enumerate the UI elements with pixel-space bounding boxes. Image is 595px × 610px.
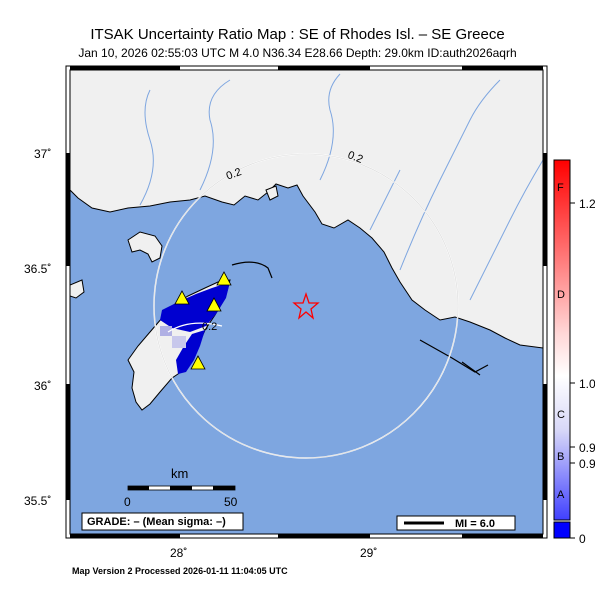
station-triangle [216,271,232,286]
mi-text: MI = 6.0 [455,518,495,530]
grade-text: GRADE: – (Mean sigma: –) [87,516,226,528]
colorbar-value: 0.9 [579,441,595,455]
scale-bar [127,485,236,491]
colorbar-value: 1.2 [579,197,595,211]
uncertainty-zone-east [176,330,205,374]
frame-ticks [66,66,547,538]
lat-label: 37˚ [34,147,51,161]
scale-start: 0 [124,495,131,509]
island-small [70,279,85,299]
colorbar-letter: B [557,451,564,463]
lon-label: 28˚ [170,546,187,560]
ridge-line-1 [231,261,273,279]
uncertainty-pixel [160,326,172,336]
colorbar-value: 0 [579,532,586,546]
uncertainty-zone-north [160,282,230,332]
colorbar-bottom-swatch [553,521,571,539]
rivers [139,73,543,301]
ridge-line-3 [461,361,481,376]
colorbar-letter: D [557,289,565,301]
colorbar-letter: A [557,489,565,501]
mainland-turkey [70,70,543,349]
scale-end: 50 [224,495,238,509]
footer-processed: Map Version 2 Processed 2026-01-11 11:04… [72,566,288,576]
contour-label: 0.2 [346,149,365,166]
epicenter-star [292,291,320,320]
station-triangle [190,355,206,370]
colorbar-ticks [570,202,575,539]
station-triangle [206,297,222,312]
colorbar-letter: C [557,409,565,421]
colorbar-letter: F [557,182,564,194]
lon-label: 29˚ [360,546,377,560]
lat-label: 35.5˚ [24,494,51,508]
uncertainty-pixel [172,336,186,348]
colorbar-value: 0.9 [579,457,595,471]
stations [174,271,232,370]
ridge-line-2 [419,339,489,373]
event-info: Jan 10, 2026 02:55:03 UTC M 4.0 N36.34 E… [78,46,517,60]
contour-label: 0.2 [225,166,243,183]
lat-label: 36.5˚ [24,262,51,276]
colorbar-value: 1.0 [579,377,595,391]
island-rock [265,185,279,201]
island-symi [127,231,163,263]
contour-label: 0.2 [202,321,217,333]
lat-label: 36˚ [34,379,51,393]
grade-box [81,512,244,531]
colorbar [553,159,571,521]
uncertainty-contour-inner [153,153,459,459]
scale-unit: km [171,466,188,481]
mi-box [396,515,516,531]
station-triangle [174,290,190,305]
map-title: ITSAK Uncertainty Ratio Map : SE of Rhod… [90,26,505,43]
contour-rhodes [167,322,223,333]
